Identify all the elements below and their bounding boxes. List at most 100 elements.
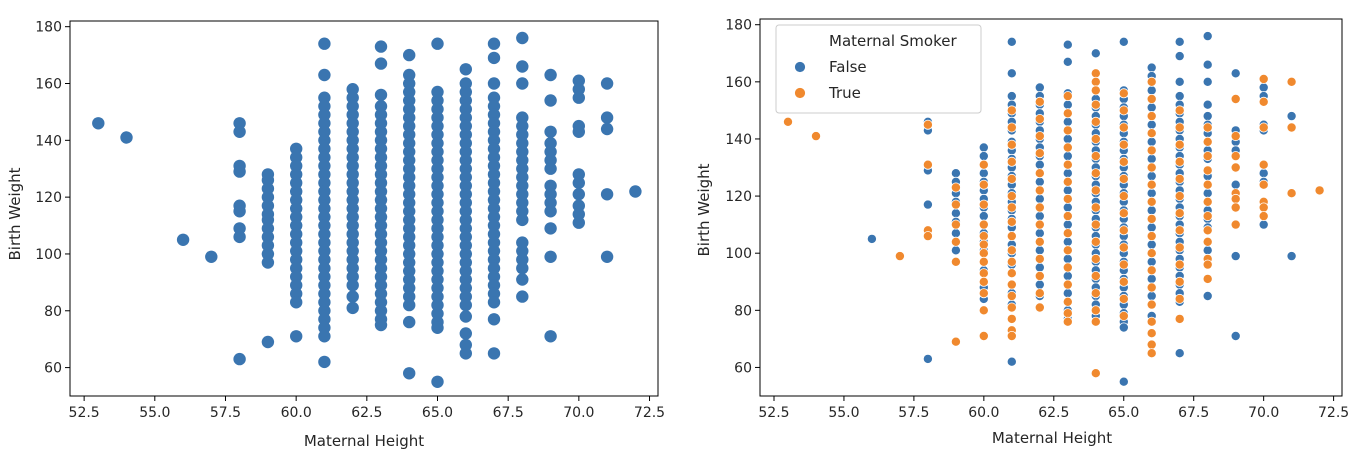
data-point-true <box>1202 273 1213 284</box>
data-point <box>346 236 359 249</box>
data-point <box>544 196 557 209</box>
data-point <box>374 159 388 173</box>
data-point <box>374 57 388 70</box>
data-point <box>403 171 416 184</box>
data-point-false <box>1118 322 1129 333</box>
data-point <box>431 290 444 303</box>
data-point-true <box>1230 219 1241 230</box>
data-point <box>516 154 529 167</box>
data-point-false <box>1034 82 1045 93</box>
y-tick-label: 60 <box>44 361 62 377</box>
data-point-true <box>1090 76 1101 87</box>
data-point-true <box>1146 162 1157 173</box>
points-layer <box>92 31 642 388</box>
data-point <box>487 91 501 104</box>
data-point <box>374 210 388 224</box>
data-point <box>290 202 303 215</box>
data-point <box>374 279 388 292</box>
data-point <box>233 222 246 235</box>
y-tick-label: 120 <box>725 189 752 205</box>
data-point <box>431 256 444 269</box>
data-point <box>487 159 501 173</box>
data-point-false <box>1062 133 1073 144</box>
data-point-true <box>1006 173 1017 184</box>
data-point <box>318 37 331 50</box>
data-point-true <box>1006 156 1017 167</box>
data-point-false <box>950 208 961 219</box>
data-point <box>374 185 388 198</box>
data-point-false <box>978 151 989 162</box>
data-point-true <box>1118 225 1129 236</box>
data-point <box>459 327 472 340</box>
data-point-true <box>1062 193 1073 204</box>
data-point-true <box>1118 139 1129 150</box>
data-point <box>572 176 585 190</box>
data-point <box>572 74 585 87</box>
data-point <box>346 168 359 181</box>
data-point <box>459 213 472 227</box>
y-tick-label: 180 <box>35 20 62 36</box>
data-point <box>290 330 303 343</box>
data-point-false <box>1174 91 1185 102</box>
data-point <box>346 244 359 258</box>
data-point-false <box>1006 68 1017 79</box>
data-point-false <box>1230 330 1241 341</box>
data-point <box>374 176 388 190</box>
data-point <box>261 190 275 204</box>
data-point <box>516 253 529 266</box>
data-point-true <box>1202 165 1213 176</box>
data-point <box>346 83 359 96</box>
data-point <box>374 270 388 283</box>
data-point-true <box>1258 74 1269 85</box>
data-point <box>431 128 444 141</box>
data-point-true <box>978 268 989 279</box>
data-point-true <box>1034 219 1045 230</box>
data-point-true <box>922 231 933 242</box>
data-point <box>318 125 331 138</box>
data-point <box>516 273 529 286</box>
data-point <box>290 287 303 300</box>
data-point <box>346 227 359 241</box>
data-point <box>431 119 444 133</box>
data-point <box>487 168 501 181</box>
data-point <box>290 270 303 283</box>
x-tick-label: 55.0 <box>828 405 859 421</box>
data-point <box>487 108 501 122</box>
data-point-false <box>1146 171 1157 182</box>
data-point <box>544 145 557 158</box>
data-point <box>629 185 642 198</box>
legend-title: Maternal Smoker <box>829 32 957 50</box>
data-point <box>431 196 444 209</box>
data-point-false <box>1034 159 1045 170</box>
data-point-false <box>1146 188 1157 199</box>
data-point-false <box>1062 270 1073 281</box>
data-point <box>346 151 359 164</box>
data-point-true <box>1230 193 1241 204</box>
data-point <box>459 102 472 116</box>
data-point <box>346 125 359 138</box>
data-point-true <box>1006 256 1017 267</box>
data-point <box>403 256 416 269</box>
data-point-true <box>1146 328 1157 339</box>
data-point-true <box>1146 265 1157 276</box>
data-point-true <box>1006 279 1017 290</box>
data-point <box>431 321 444 334</box>
data-point <box>374 151 388 164</box>
data-point <box>572 199 585 212</box>
data-point <box>374 193 388 207</box>
y-tick-label: 60 <box>734 360 752 376</box>
data-point-true <box>1174 105 1185 116</box>
y-tick-label: 100 <box>35 247 62 263</box>
data-point <box>403 102 416 116</box>
data-point-true <box>1062 108 1073 119</box>
data-point <box>403 137 416 150</box>
data-point-true <box>1090 133 1101 144</box>
data-point <box>459 119 472 133</box>
data-point <box>544 68 557 82</box>
data-point <box>431 273 444 286</box>
data-point-true <box>1006 268 1017 279</box>
data-point-false <box>922 353 933 364</box>
data-point <box>516 290 529 303</box>
data-point-true <box>1230 162 1241 173</box>
data-point-true <box>1174 173 1185 184</box>
